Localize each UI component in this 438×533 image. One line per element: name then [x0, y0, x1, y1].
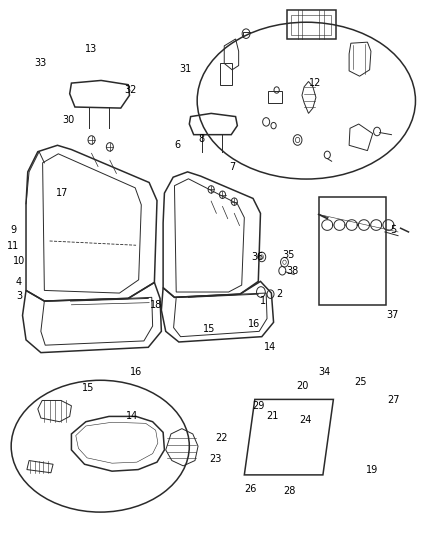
Text: 10: 10 [13, 256, 25, 266]
Text: 37: 37 [387, 310, 399, 320]
Bar [319, 197, 386, 305]
Text: 16: 16 [130, 367, 142, 377]
Text: 6: 6 [174, 140, 180, 150]
Text: 4: 4 [16, 278, 22, 287]
Text: 31: 31 [179, 64, 191, 74]
Bar [291, 15, 331, 35]
Text: 22: 22 [215, 433, 227, 443]
Text: 27: 27 [387, 395, 400, 406]
Text: 16: 16 [248, 319, 260, 329]
Bar [287, 10, 336, 39]
Text: 18: 18 [149, 300, 162, 310]
Text: 34: 34 [318, 367, 331, 377]
Text: 35: 35 [283, 250, 295, 260]
Text: 29: 29 [252, 401, 265, 411]
Text: 25: 25 [355, 377, 367, 387]
Text: 28: 28 [283, 486, 296, 496]
Text: 14: 14 [126, 411, 138, 422]
Text: 36: 36 [251, 252, 264, 262]
Text: 23: 23 [209, 454, 222, 464]
Text: 2: 2 [276, 289, 283, 299]
Text: 33: 33 [34, 59, 46, 68]
Text: 7: 7 [229, 161, 235, 172]
Text: 38: 38 [286, 266, 298, 276]
Text: 24: 24 [299, 415, 311, 425]
Text: 8: 8 [198, 134, 205, 144]
Text: 19: 19 [366, 465, 378, 474]
Text: 5: 5 [391, 225, 397, 236]
Text: 20: 20 [297, 381, 309, 391]
Text: 14: 14 [265, 342, 277, 352]
Bar [220, 63, 232, 85]
Text: 21: 21 [266, 411, 279, 422]
Text: 11: 11 [7, 241, 19, 251]
Text: 1: 1 [260, 296, 266, 306]
Text: 17: 17 [56, 188, 68, 198]
Text: 13: 13 [85, 44, 98, 53]
Text: 32: 32 [125, 85, 137, 95]
Bar [268, 91, 282, 103]
Text: 9: 9 [11, 225, 17, 236]
Text: 12: 12 [309, 78, 321, 88]
Text: 26: 26 [244, 484, 257, 494]
Text: 15: 15 [203, 324, 215, 334]
Text: 30: 30 [62, 115, 74, 125]
Text: 15: 15 [82, 383, 94, 393]
Text: 3: 3 [16, 290, 22, 301]
